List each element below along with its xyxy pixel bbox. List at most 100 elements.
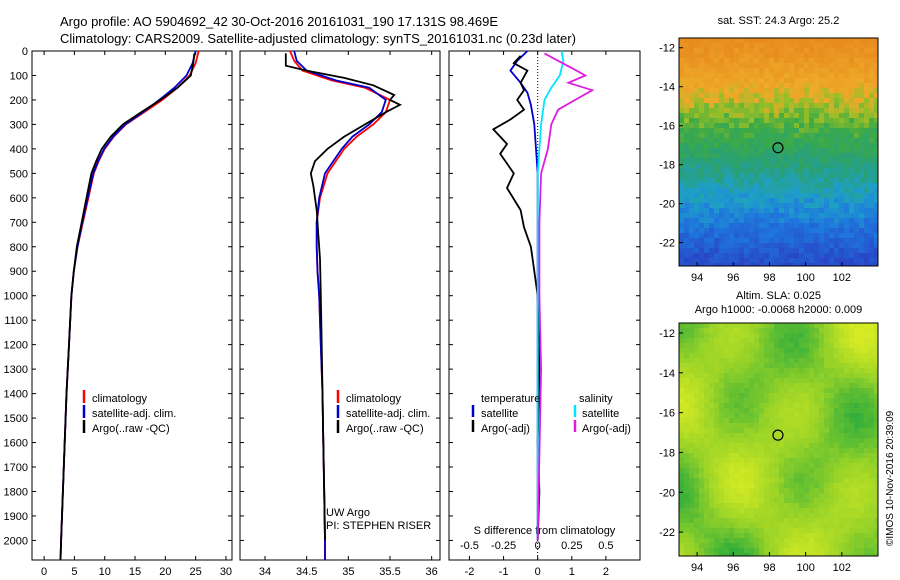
- y-tick-label: 1400: [4, 389, 28, 401]
- x-tick-label: 5: [71, 566, 77, 578]
- legend-item: climatology: [92, 393, 148, 405]
- x-tick-label: 98: [763, 562, 775, 574]
- y-tick-label: 100: [10, 70, 28, 82]
- legend-item: Argo(..raw -QC): [92, 423, 170, 435]
- x-tick-label: 25: [190, 566, 202, 578]
- legend-title: salinity: [579, 393, 613, 405]
- x-tick-label: 2: [603, 566, 609, 578]
- y-tick-label: -22: [659, 527, 675, 539]
- x-tick-label: 94: [691, 562, 703, 574]
- panel-salinity: 3434.53535.536salinityclimatologysatelli…: [239, 50, 441, 578]
- y-tick-label: 900: [10, 266, 28, 278]
- map-subtitle: Argo h1000: -0.0068 h2000: 0.009: [695, 304, 863, 316]
- x-tick-label: 94: [691, 272, 703, 284]
- y-tick-label: -12: [659, 43, 675, 55]
- x-tick-label: -1: [499, 566, 509, 578]
- heatmap-cells: [679, 323, 878, 556]
- y-tick-label: 1200: [4, 340, 28, 352]
- map-sla_map: 94 96 98 100 102 -12 -14 -16 -18 -20 -22 Altim. SLA…: [659, 290, 879, 574]
- y-tick-label: -14: [659, 82, 675, 94]
- header-line1: Argo profile: AO 5904692_42 30-Oct-2016 …: [60, 14, 498, 29]
- x-tick-label: 98: [763, 272, 775, 284]
- top-tick-label: -0.25: [491, 540, 516, 552]
- y-tick-label: 1000: [4, 291, 28, 303]
- legend-item: satellite: [481, 408, 518, 420]
- axes-frame: [448, 50, 641, 561]
- top-tick-label: 0: [535, 540, 541, 552]
- map-panels: 94 96 98 100 102 -12 -14 -16 -18 -20 -22 sat. SST: …: [659, 15, 879, 574]
- x-tick-label: 35.5: [379, 566, 400, 578]
- annotation-text: UW Argo: [326, 507, 370, 519]
- y-tick-label: -22: [659, 238, 675, 250]
- x-tick-label: 34.5: [296, 566, 317, 578]
- y-tick-label: 0: [22, 46, 28, 58]
- y-tick-label: 200: [10, 95, 28, 107]
- profile-panels: 0100200300400500600700800900100011001200…: [4, 46, 641, 578]
- x-tick-label: 30: [220, 566, 232, 578]
- annotation-text: PI: STEPHEN RISER: [326, 520, 431, 532]
- series-line-temperature-argo-adj-: [491, 55, 541, 541]
- header-line2: Climatology: CARS2009. Satellite-adjuste…: [60, 31, 576, 46]
- y-tick-label: -20: [659, 199, 675, 211]
- map-sst_map: 94 96 98 100 102 -12 -14 -16 -18 -20 -22 sat. SST: …: [659, 15, 879, 284]
- x-axis-top-label: S difference from climatology: [474, 525, 616, 537]
- credit-text: ©IMOS 10-Nov-2016 20:39:09: [885, 410, 896, 546]
- y-tick-label: -18: [659, 160, 675, 172]
- y-tick-label: 400: [10, 144, 28, 156]
- y-tick-label: 600: [10, 193, 28, 205]
- y-tick-label: 1500: [4, 413, 28, 425]
- map-title: Altim. SLA: 0.025: [736, 290, 821, 302]
- x-tick-label: 15: [129, 566, 141, 578]
- axes-frame: [239, 50, 441, 561]
- x-tick-label: 100: [796, 272, 814, 284]
- panel-temperature: 0100200300400500600700800900100011001200…: [4, 46, 233, 578]
- x-tick-label: -2: [465, 566, 475, 578]
- top-tick-label: 0.5: [598, 540, 613, 552]
- series-line-argo-raw-qc-: [284, 53, 402, 541]
- heatmap-cells: [679, 38, 878, 266]
- y-tick-label: -20: [659, 487, 675, 499]
- y-tick-label: 2000: [4, 535, 28, 547]
- y-tick-label: 1100: [4, 315, 28, 327]
- x-tick-label: 96: [727, 562, 739, 574]
- y-tick-label: -16: [659, 408, 675, 420]
- x-tick-label: 20: [159, 566, 171, 578]
- legend-item: satellite-adj. clim.: [346, 408, 430, 420]
- y-tick-label: 1300: [4, 364, 28, 376]
- x-tick-label: 35: [342, 566, 354, 578]
- y-tick-label: 300: [10, 119, 28, 131]
- argo-position-marker: [772, 142, 784, 154]
- y-tick-label: -18: [659, 447, 675, 459]
- legend-title: temperature: [481, 393, 540, 405]
- y-tick-label: -14: [659, 368, 675, 380]
- x-tick-label: 1: [569, 566, 575, 578]
- series-line-argo-raw-qc-: [59, 53, 196, 561]
- x-tick-label: 102: [833, 272, 851, 284]
- x-tick-label: 34: [259, 566, 271, 578]
- x-tick-label: 102: [833, 562, 851, 574]
- y-tick-label: 1800: [4, 486, 28, 498]
- axes-frame: [31, 50, 233, 561]
- top-tick-label: 0.25: [561, 540, 582, 552]
- legend-item: climatology: [346, 393, 402, 405]
- map-title: sat. SST: 24.3 Argo: 25.2: [718, 15, 840, 27]
- y-tick-label: 700: [10, 217, 28, 229]
- panel-difference: -2-1012T difference from climatology-0.5…: [448, 50, 641, 578]
- argo-position-marker: [772, 429, 784, 441]
- map-frame: [678, 37, 879, 267]
- map-frame: [678, 322, 879, 557]
- y-tick-label: -16: [659, 121, 675, 133]
- series-line-salinity-argo-adj-: [536, 52, 595, 541]
- y-tick-label: 1700: [4, 462, 28, 474]
- legend-item: Argo(..raw -QC): [346, 423, 424, 435]
- x-tick-label: 10: [99, 566, 111, 578]
- series-line-salinity-satellite: [536, 50, 565, 541]
- x-tick-label: 100: [796, 562, 814, 574]
- legend-item: satellite-adj. clim.: [92, 408, 176, 420]
- y-tick-label: 1600: [4, 438, 28, 450]
- x-tick-label: 0: [41, 566, 47, 578]
- legend-item: Argo(-adj): [582, 423, 631, 435]
- x-tick-label: 0: [535, 566, 541, 578]
- legend-item: satellite: [582, 408, 619, 420]
